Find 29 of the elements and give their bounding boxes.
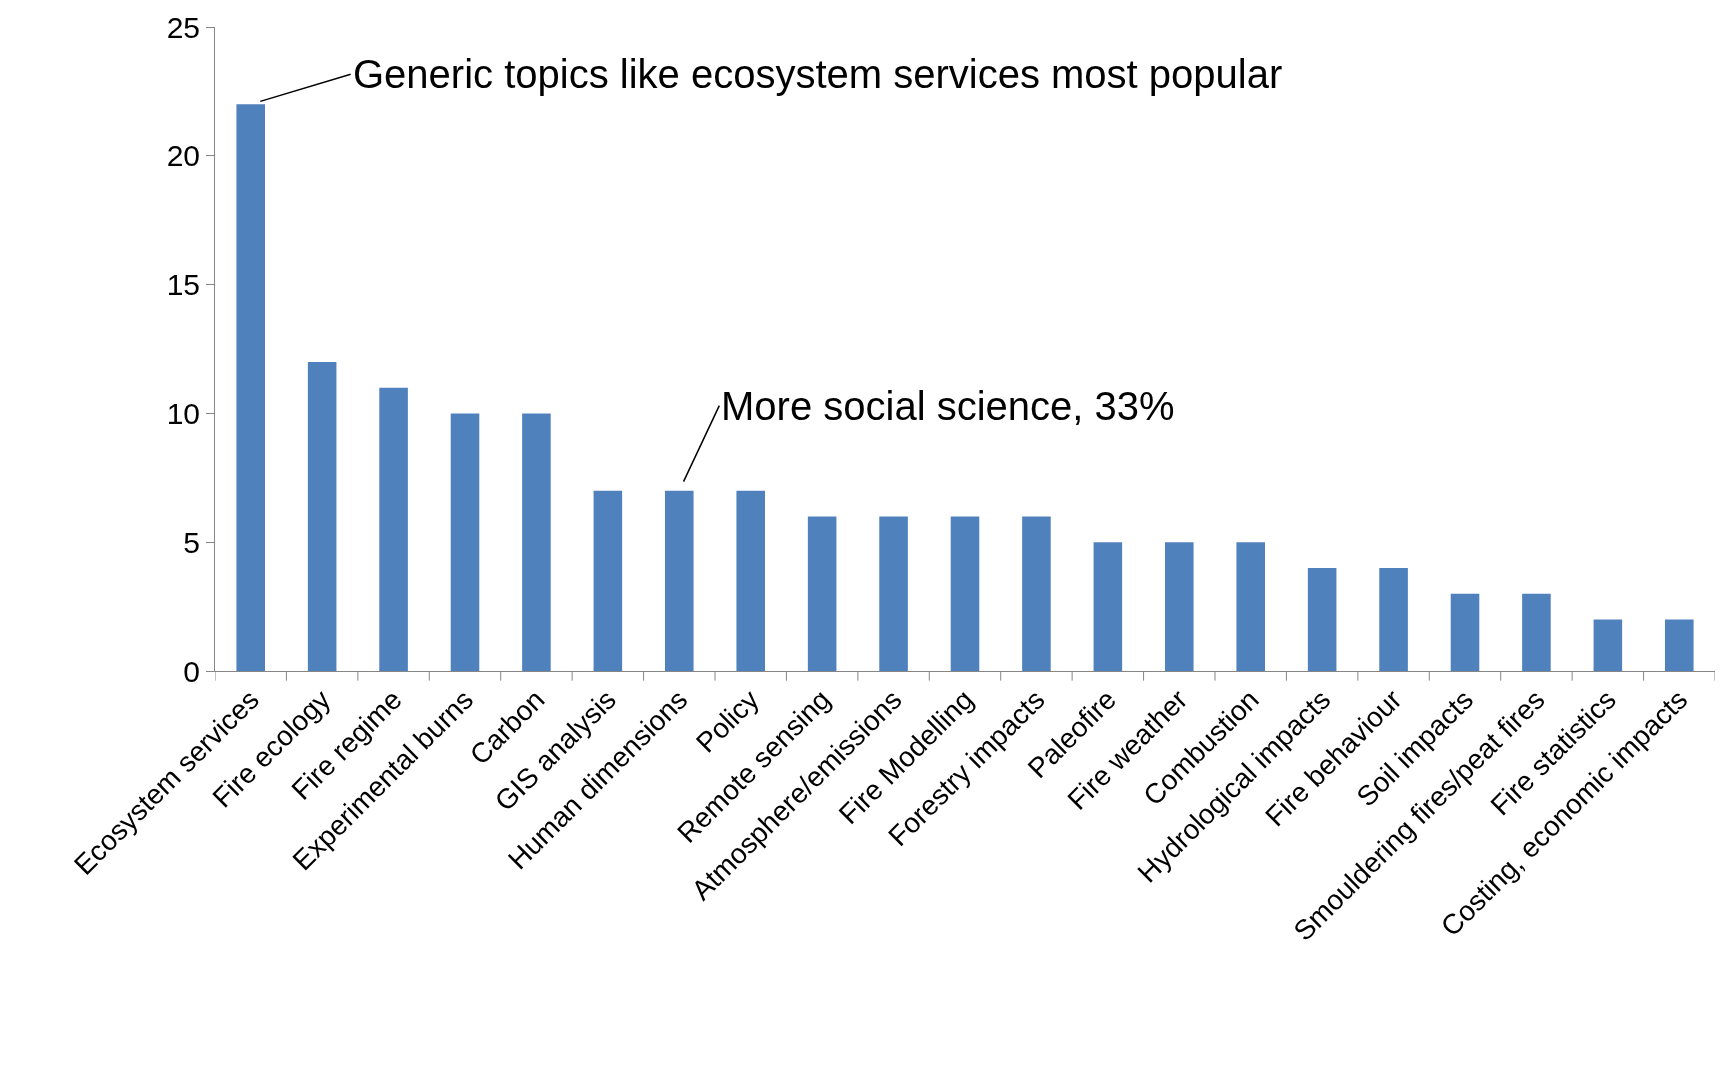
- bar: [879, 516, 908, 671]
- bar: [1236, 542, 1265, 671]
- bar: [593, 490, 623, 671]
- bar: [665, 490, 694, 671]
- bar: [1665, 619, 1694, 671]
- annotation: Generic topics like ecosystem services most popular: [353, 52, 1283, 96]
- bar: [807, 516, 837, 671]
- bar: [236, 104, 265, 671]
- y-tick-label: 0: [183, 654, 200, 688]
- bar: [1593, 619, 1623, 671]
- y-tick-label: 25: [166, 10, 200, 44]
- bar: [736, 490, 765, 671]
- bar: [1165, 542, 1194, 671]
- bar: [379, 387, 408, 671]
- bar: [1093, 542, 1123, 671]
- bar: [1379, 567, 1408, 671]
- y-tick-label: 10: [166, 396, 200, 430]
- bar: [522, 413, 551, 671]
- bar: [1022, 516, 1051, 671]
- bar: [307, 361, 337, 671]
- bar: [1307, 567, 1337, 671]
- y-tick-label: 15: [166, 268, 200, 302]
- bar: [1522, 593, 1551, 671]
- bar: [1450, 593, 1480, 671]
- bar: [950, 516, 980, 671]
- bar: [450, 413, 480, 671]
- y-tick-label: 20: [166, 139, 200, 173]
- annotation: More social science, 33%: [721, 384, 1175, 428]
- y-tick-label: 5: [183, 525, 200, 559]
